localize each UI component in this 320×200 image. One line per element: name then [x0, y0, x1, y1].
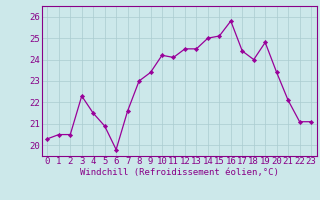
X-axis label: Windchill (Refroidissement éolien,°C): Windchill (Refroidissement éolien,°C): [80, 168, 279, 177]
